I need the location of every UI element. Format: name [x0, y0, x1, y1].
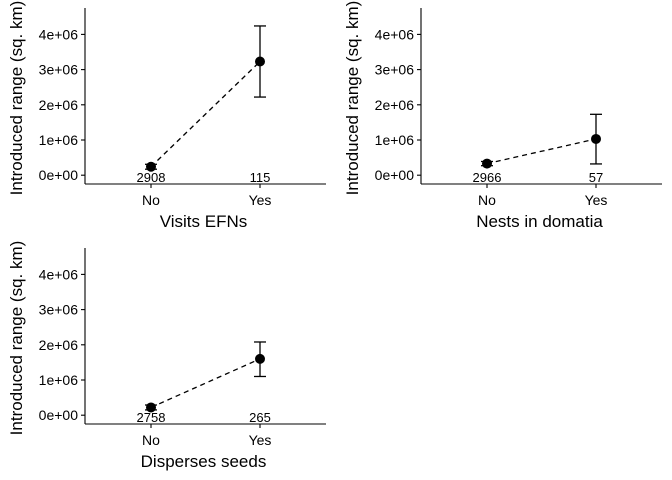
- y-tick-label: 4e+06: [375, 26, 415, 42]
- data-point: [591, 133, 601, 144]
- y-tick-label: 0e+00: [375, 167, 415, 183]
- series-line: [150, 61, 261, 168]
- sample-size-label: 115: [250, 170, 271, 185]
- y-tick-label: 3e+06: [375, 62, 415, 78]
- panel-2: 0e+00 1e+06 2e+06 3e+06 4e+06 No Yes Nests in d…: [343, 1, 662, 231]
- sample-size-label: 2966: [473, 170, 502, 185]
- y-tick-label: 4e+06: [39, 266, 79, 282]
- y-axis-title: Introduced range (sq. km): [7, 1, 26, 196]
- x-axis-title: Nests in domatia: [476, 212, 603, 231]
- y-tick-label: 0e+00: [39, 167, 79, 183]
- y-tick-label: 3e+06: [39, 62, 79, 78]
- sample-size-label: 2908: [137, 170, 166, 185]
- y-tick-label: 1e+06: [39, 132, 79, 148]
- panel-3: 0e+00 1e+06 2e+06 3e+06 4e+06 No Yes Disperses …: [7, 241, 326, 471]
- y-tick-label: 4e+06: [39, 26, 79, 42]
- x-tick-label: No: [142, 432, 160, 448]
- y-tick-label: 0e+00: [39, 407, 79, 423]
- sample-size-label: 2758: [137, 410, 166, 425]
- y-tick-label: 1e+06: [375, 132, 415, 148]
- y-tick-label: 2e+06: [375, 97, 415, 113]
- series-line: [150, 358, 261, 409]
- x-tick-label: Yes: [249, 432, 272, 448]
- x-tick-label: No: [478, 192, 496, 208]
- series-line: [486, 138, 597, 165]
- x-tick-label: No: [142, 192, 160, 208]
- y-tick-label: 2e+06: [39, 337, 79, 353]
- data-point: [255, 56, 265, 67]
- data-point: [146, 402, 156, 413]
- x-axis-title: Visits EFNs: [160, 212, 248, 231]
- y-tick-label: 2e+06: [39, 97, 79, 113]
- y-tick-label: 3e+06: [39, 302, 79, 318]
- data-point: [146, 161, 156, 172]
- x-axis-title: Disperses seeds: [141, 452, 267, 471]
- x-tick-label: Yes: [249, 192, 272, 208]
- sample-size-label: 265: [249, 410, 271, 425]
- data-point: [255, 353, 265, 364]
- y-axis-title: Introduced range (sq. km): [7, 241, 26, 436]
- y-tick-label: 1e+06: [39, 372, 79, 388]
- data-point: [482, 158, 492, 169]
- x-tick-label: Yes: [585, 192, 608, 208]
- y-axis-title: Introduced range (sq. km): [343, 1, 362, 196]
- sample-size-label: 57: [589, 170, 603, 185]
